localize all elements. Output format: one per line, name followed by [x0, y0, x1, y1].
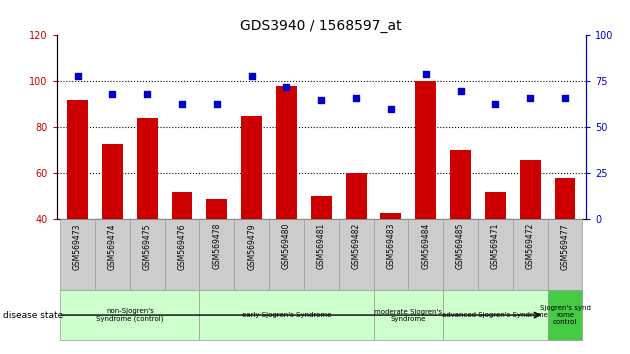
Bar: [443, 219, 478, 290]
Text: GSM569476: GSM569476: [178, 223, 186, 269]
Bar: [478, 219, 513, 290]
Bar: [137, 118, 158, 312]
Text: Sjogren's synd
rome
control: Sjogren's synd rome control: [539, 305, 590, 325]
Text: moderate Sjogren's
Syndrome: moderate Sjogren's Syndrome: [374, 309, 442, 321]
Bar: [547, 219, 582, 290]
Bar: [408, 219, 443, 290]
Point: [177, 101, 187, 106]
Text: GSM569471: GSM569471: [491, 223, 500, 269]
Bar: [485, 192, 506, 312]
Point: [212, 101, 222, 106]
Bar: [269, 219, 304, 290]
Bar: [67, 100, 88, 312]
Bar: [276, 86, 297, 312]
Point: [490, 101, 500, 106]
Text: GSM569480: GSM569480: [282, 223, 291, 269]
Text: GSM569485: GSM569485: [456, 223, 465, 269]
Bar: [102, 143, 123, 312]
Bar: [304, 219, 339, 290]
Point: [282, 84, 292, 90]
Point: [72, 73, 83, 79]
Bar: [547, 290, 582, 340]
Text: GSM569481: GSM569481: [317, 223, 326, 269]
Bar: [234, 219, 269, 290]
Bar: [241, 116, 262, 312]
Bar: [95, 219, 130, 290]
Text: GSM569472: GSM569472: [525, 223, 535, 269]
Text: GSM569477: GSM569477: [561, 223, 570, 269]
Bar: [130, 219, 164, 290]
Text: GSM569473: GSM569473: [73, 223, 82, 269]
Text: advanced Sjogren's Syndrome: advanced Sjogren's Syndrome: [442, 312, 548, 318]
Bar: [339, 219, 374, 290]
Point: [386, 106, 396, 112]
Text: early Sjogren's Syndrome: early Sjogren's Syndrome: [242, 312, 331, 318]
Bar: [171, 192, 193, 312]
Point: [142, 91, 152, 97]
Bar: [374, 219, 408, 290]
Point: [560, 95, 570, 101]
Bar: [200, 219, 234, 290]
Text: GSM569474: GSM569474: [108, 223, 117, 269]
Point: [421, 71, 431, 77]
Point: [351, 95, 361, 101]
Bar: [207, 199, 227, 312]
Text: disease state: disease state: [3, 310, 64, 320]
Text: non-Sjogren's
Syndrome (control): non-Sjogren's Syndrome (control): [96, 308, 164, 322]
Point: [246, 73, 256, 79]
Title: GDS3940 / 1568597_at: GDS3940 / 1568597_at: [241, 19, 402, 33]
Bar: [164, 219, 200, 290]
Bar: [520, 160, 541, 312]
Bar: [415, 81, 436, 312]
Bar: [60, 219, 95, 290]
Text: GSM569479: GSM569479: [247, 223, 256, 269]
Bar: [381, 212, 401, 312]
Bar: [450, 150, 471, 312]
Bar: [60, 290, 200, 340]
Point: [107, 91, 117, 97]
Bar: [311, 196, 332, 312]
Bar: [374, 290, 443, 340]
Bar: [513, 219, 547, 290]
Bar: [200, 290, 374, 340]
Text: GSM569484: GSM569484: [421, 223, 430, 269]
Text: GSM569475: GSM569475: [143, 223, 152, 269]
Bar: [554, 178, 575, 312]
Point: [316, 97, 326, 103]
Bar: [346, 173, 367, 312]
Bar: [443, 290, 547, 340]
Point: [525, 95, 536, 101]
Text: GSM569482: GSM569482: [352, 223, 360, 269]
Point: [455, 88, 466, 93]
Text: GSM569478: GSM569478: [212, 223, 221, 269]
Text: GSM569483: GSM569483: [386, 223, 396, 269]
